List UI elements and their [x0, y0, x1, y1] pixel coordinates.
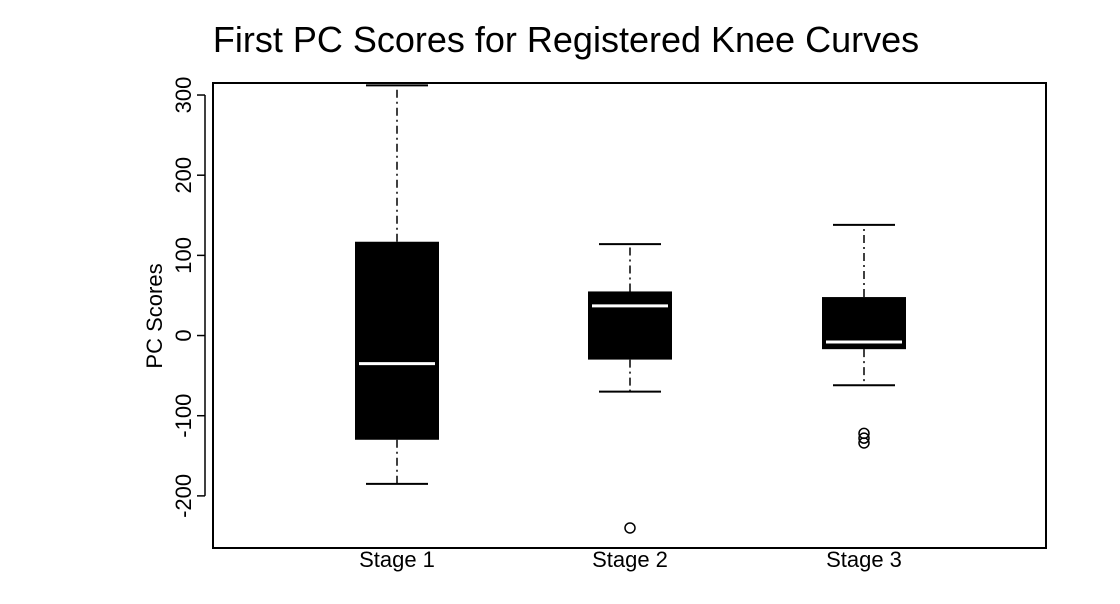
plot-frame	[212, 82, 1047, 549]
box-stage-3	[822, 223, 906, 449]
x-tick-label: Stage 1	[359, 547, 435, 572]
y-axis-label: PC Scores	[142, 263, 167, 368]
y-axis-ticks: -200 -100 0 100 200 300	[171, 77, 205, 518]
iqr-box	[355, 241, 439, 440]
box-stage-1	[355, 84, 439, 485]
outlier-point	[858, 437, 870, 449]
box-stage-2	[588, 243, 672, 534]
x-axis-ticks: Stage 1 Stage 2 Stage 3	[359, 547, 902, 572]
iqr-box	[588, 291, 672, 360]
outlier-point	[624, 522, 636, 534]
y-tick-label: 200	[171, 157, 196, 194]
y-tick-label: -100	[171, 394, 196, 438]
outlier-point	[858, 432, 870, 444]
y-tick-label: 100	[171, 237, 196, 274]
y-tick-label: -200	[171, 474, 196, 518]
y-tick-label: 300	[171, 77, 196, 114]
x-tick-label: Stage 2	[592, 547, 668, 572]
chart-title: First PC Scores for Registered Knee Curv…	[213, 19, 919, 60]
box-series	[355, 84, 906, 534]
y-tick-label: 0	[171, 329, 196, 341]
x-tick-label: Stage 3	[826, 547, 902, 572]
